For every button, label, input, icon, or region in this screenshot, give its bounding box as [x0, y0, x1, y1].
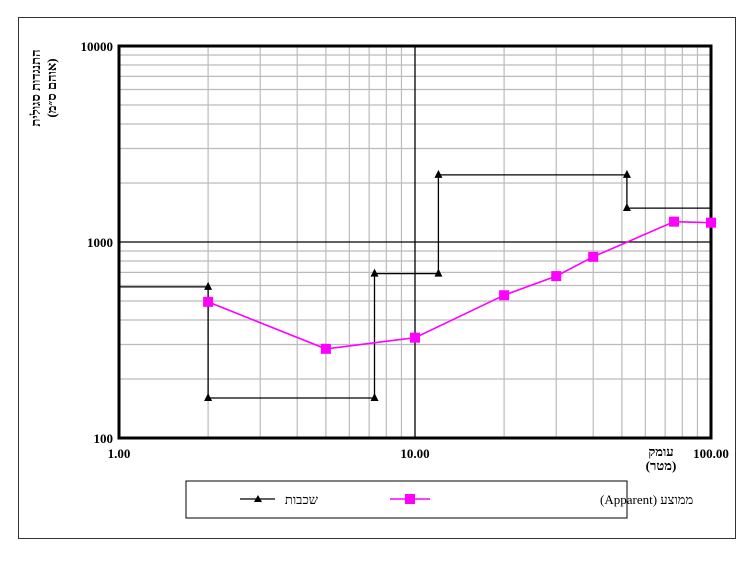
data-point-square — [669, 216, 680, 227]
data-point-square — [588, 251, 599, 262]
y-axis-label-line2: (אוהם ס״מ) — [44, 58, 59, 117]
series-layer — [119, 169, 716, 401]
legend: שכבות ממוצע (Apparent) — [185, 480, 693, 519]
legend-marker-apparent — [405, 494, 415, 504]
data-point-triangle — [204, 392, 213, 401]
data-point-triangle — [370, 392, 379, 401]
data-point-square — [410, 332, 420, 343]
chart-frame — [18, 17, 736, 539]
x-axis-label-line1: עומק — [648, 444, 673, 459]
data-point-square — [203, 296, 214, 307]
data-point-square — [706, 217, 716, 228]
x-tick-label: 10.00 — [400, 446, 429, 461]
tick-labels: 1.00 10.00 100.00 100 1000 10000 — [81, 39, 729, 461]
data-point-square — [320, 343, 331, 354]
data-point-triangle — [434, 169, 443, 178]
legend-label-apparent: ממוצע (Apparent) — [600, 492, 693, 507]
y-tick-label: 1000 — [87, 235, 113, 250]
x-tick-label: 1.00 — [108, 446, 131, 461]
data-point-square — [499, 290, 510, 301]
series-line-1 — [207, 220, 712, 350]
legend-marker-layers — [254, 495, 262, 502]
data-point-triangle — [204, 281, 213, 290]
data-point-square — [551, 271, 562, 282]
data-point-triangle — [622, 203, 631, 212]
plot-area-border — [117, 44, 713, 440]
y-tick-label: 10000 — [81, 39, 114, 54]
data-point-triangle — [370, 268, 379, 277]
data-point-triangle — [622, 169, 631, 178]
series-line-0 — [119, 174, 711, 399]
data-point-triangle — [434, 268, 443, 277]
legend-label-layers: שכבות — [285, 492, 319, 507]
x-axis-label-line2: (מטר) — [646, 458, 677, 473]
x-tick-label: 100.00 — [693, 446, 729, 461]
y-axis-label-line1: התנגדות סגולית — [28, 49, 43, 126]
y-tick-label: 100 — [94, 431, 114, 446]
